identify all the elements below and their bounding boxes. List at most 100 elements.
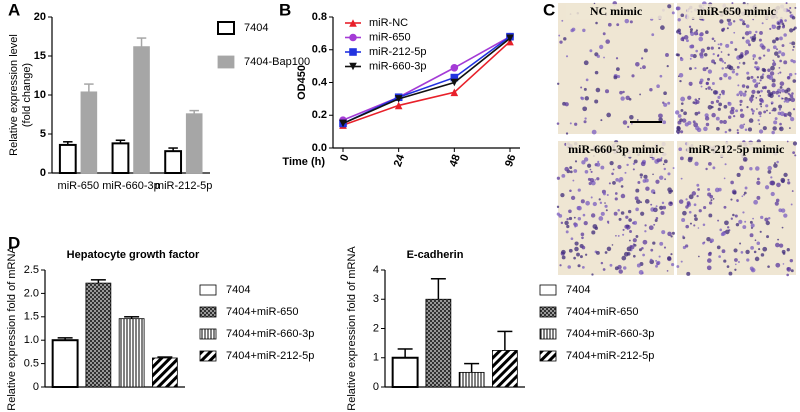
cell	[733, 114, 736, 118]
cell	[660, 211, 665, 215]
cell	[784, 19, 787, 22]
cell	[758, 123, 761, 125]
cell	[772, 107, 777, 112]
cell	[598, 216, 604, 221]
cell	[750, 94, 755, 98]
cell	[581, 160, 586, 165]
legend-label: 7404+miR-212-5p	[226, 350, 314, 362]
y-axis-label: Relative expression level	[8, 34, 20, 156]
cell	[617, 164, 622, 170]
cell	[766, 89, 771, 94]
cell	[740, 251, 744, 254]
cell	[660, 157, 663, 160]
cell	[719, 93, 722, 96]
cell	[604, 251, 608, 254]
cell	[640, 176, 643, 179]
image-title: NC mimic	[590, 4, 643, 18]
cell	[777, 22, 780, 25]
cell	[593, 2, 596, 5]
cell	[743, 123, 745, 126]
cell	[566, 218, 569, 221]
cell	[568, 216, 573, 221]
cell	[629, 114, 634, 120]
bar	[492, 350, 518, 388]
cell	[558, 34, 561, 37]
cell	[759, 97, 764, 103]
cell	[614, 197, 618, 201]
cell	[665, 53, 669, 57]
cell	[585, 200, 590, 206]
title-bg	[566, 142, 666, 157]
cell	[628, 218, 632, 222]
cell	[632, 162, 636, 166]
cell	[698, 209, 702, 213]
cell	[775, 198, 780, 203]
cell	[744, 128, 748, 131]
cell	[771, 24, 777, 30]
cell	[583, 120, 587, 124]
cell	[653, 223, 656, 226]
cell	[753, 199, 758, 205]
cell	[667, 101, 671, 105]
cell	[606, 112, 612, 118]
cell	[684, 122, 689, 127]
y-tick-label: 1.0	[24, 334, 39, 346]
cell	[737, 84, 740, 87]
cell	[682, 245, 686, 250]
cell	[717, 107, 721, 111]
cell	[736, 172, 741, 178]
y-tick-label: 0	[40, 167, 46, 179]
cell	[765, 220, 770, 226]
cell	[794, 6, 797, 9]
cell	[570, 28, 574, 33]
cell	[750, 245, 754, 250]
cell	[768, 217, 771, 220]
cell	[607, 22, 612, 27]
cell	[635, 199, 641, 204]
cell	[568, 248, 573, 253]
cell	[694, 98, 698, 102]
y-tick-label: 3	[373, 293, 379, 305]
cell	[767, 165, 772, 171]
cell	[556, 176, 560, 180]
cell	[573, 256, 576, 260]
cell	[618, 269, 623, 274]
cell	[688, 25, 692, 29]
cell	[670, 235, 673, 238]
cell	[730, 40, 734, 45]
cell	[776, 25, 781, 30]
series-line	[342, 35, 511, 121]
cell	[735, 109, 739, 113]
cell	[685, 244, 689, 248]
cell	[561, 19, 564, 22]
cell	[599, 201, 603, 205]
cell	[594, 179, 596, 181]
cell	[635, 235, 639, 238]
cell	[718, 102, 723, 107]
cell	[667, 4, 672, 9]
cell	[600, 261, 604, 265]
cell	[726, 265, 730, 268]
cell	[677, 18, 681, 22]
cell	[777, 72, 780, 75]
cell	[777, 238, 780, 241]
cell	[574, 160, 578, 163]
bar	[164, 150, 183, 175]
marker	[394, 95, 403, 103]
cell	[666, 270, 669, 272]
cell	[783, 213, 788, 218]
cell	[779, 36, 783, 41]
cell	[705, 82, 709, 85]
cell	[611, 244, 614, 246]
cell	[766, 235, 770, 239]
cell	[742, 20, 745, 23]
cell	[611, 172, 614, 176]
cell	[742, 225, 747, 230]
cell	[686, 201, 691, 205]
bar	[118, 318, 145, 388]
cell	[569, 189, 572, 193]
cell	[753, 250, 757, 254]
cell	[639, 173, 643, 177]
cell	[628, 239, 631, 242]
legend-swatch	[199, 350, 217, 362]
